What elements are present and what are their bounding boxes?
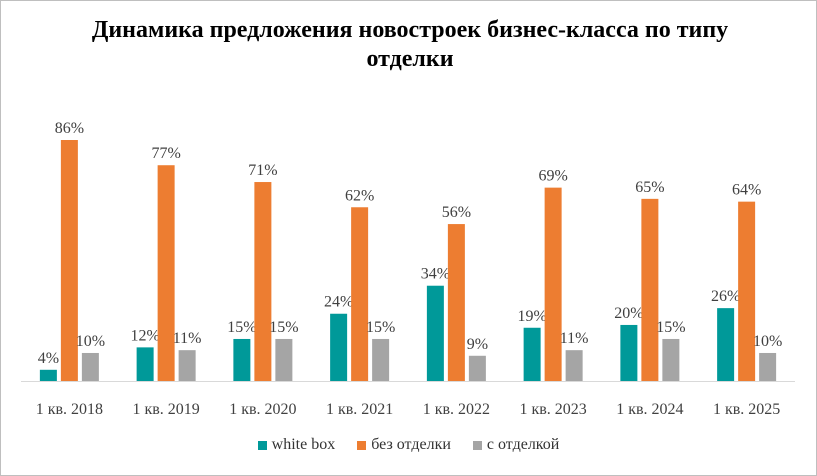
bar-white-box-6 [523,327,541,381]
data-label: 24% [324,294,353,311]
bar-white-box-1 [39,369,57,381]
data-label: 12% [130,327,159,344]
data-label: 34% [421,266,450,283]
data-label: 15% [269,319,298,336]
bar-без-отделки-5 [447,224,465,381]
bar-white-box-3 [233,338,251,381]
x-tick-label: 1 кв. 2025 [713,401,780,418]
legend-item-white-box: white box [257,436,336,454]
data-label: 64% [732,182,761,199]
x-tick-label: 1 кв. 2018 [36,401,103,418]
x-tick-label: 1 кв. 2019 [132,401,199,418]
bar-без-отделки-4 [351,207,369,381]
data-label: 10% [753,333,782,350]
bar-с-отделкой-6 [565,350,583,381]
legend-swatch [257,440,267,450]
chart-plot-area: 4% 86% 10% 1 кв. 2018 12% 77% 11% 1 кв. 2019 15%… [21,120,795,418]
bar-без-отделки-2 [157,165,175,381]
data-label: 15% [656,319,685,336]
x-tick-label: 1 кв. 2023 [519,401,586,418]
x-tick-label: 1 кв. 2022 [423,401,490,418]
data-label: 4% [38,350,59,367]
legend-item-без-отделки: без отделки [357,436,451,454]
legend-swatch [357,440,367,450]
data-label: 10% [76,333,105,350]
x-tick-label: 1 кв. 2021 [326,401,393,418]
bar-без-отделки-7 [641,198,659,381]
bar-white-box-7 [620,324,638,381]
bar-с-отделкой-2 [178,350,196,381]
bar-с-отделкой-7 [662,338,680,381]
legend-label: white box [271,436,336,453]
legend-swatch [472,440,482,450]
data-label: 15% [366,319,395,336]
bar-с-отделкой-8 [759,352,777,381]
bar-white-box-2 [136,347,154,381]
bar-с-отделкой-1 [81,352,99,381]
chart-legend: white box без отделки с отделкой [0,436,817,454]
data-label: 19% [517,308,546,325]
legend-label: с отделкой [486,436,560,453]
data-label: 65% [635,179,664,196]
chart-title: Динамика предложения новостроек бизнес-к… [91,17,729,72]
bar-с-отделкой-3 [275,338,293,381]
data-label: 15% [227,319,256,336]
x-tick-label: 1 кв. 2020 [229,401,296,418]
legend-label: без отделки [371,436,451,453]
bar-с-отделкой-5 [468,355,486,381]
data-label: 26% [711,288,740,305]
data-label: 9% [467,336,488,353]
bar-white-box-4 [330,313,348,381]
bar-с-отделкой-4 [372,338,390,381]
data-label: 62% [345,187,374,204]
data-label: 56% [442,204,471,221]
data-label: 11% [173,330,202,347]
bar-без-отделки-1 [60,140,78,381]
data-label: 77% [151,145,180,162]
data-label: 11% [560,330,589,347]
x-tick-label: 1 кв. 2024 [616,401,683,418]
data-label: 69% [538,168,567,185]
data-label: 86% [55,120,84,137]
bar-white-box-5 [426,285,444,381]
data-label: 71% [248,162,277,179]
bar-без-отделки-8 [738,201,756,381]
legend-item-с-отделкой: с отделкой [472,436,560,454]
bar-без-отделки-6 [544,187,562,381]
data-label: 20% [614,305,643,322]
bar-white-box-8 [717,308,735,381]
bar-без-отделки-3 [254,182,272,381]
